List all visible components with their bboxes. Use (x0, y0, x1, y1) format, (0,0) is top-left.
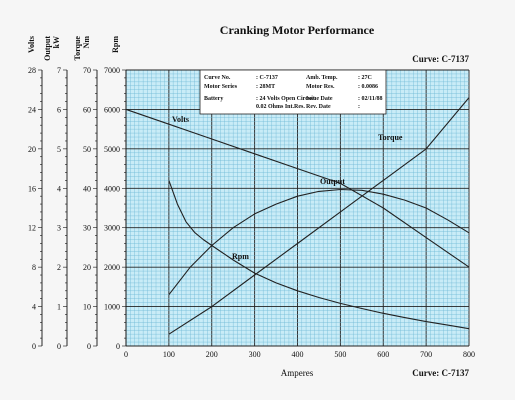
series-line-output (168, 188, 470, 296)
y-tick-label-volts: 12 (28, 224, 36, 233)
y-tick-label-volts: 0 (32, 342, 36, 351)
series-line-rpm (168, 180, 470, 330)
y-tick-label-rpm: 0 (116, 342, 120, 351)
y-tick-label-torque: 10 (83, 303, 91, 312)
y-tick-label-torque: 20 (83, 263, 91, 272)
y-tick-label-rpm: 1000 (104, 303, 120, 312)
y-tick-label-rpm: 6000 (104, 105, 120, 114)
y-tick-label-torque: 40 (83, 184, 91, 193)
y-tick-label-torque: 60 (83, 105, 91, 114)
y-tick-label-output: 0 (57, 342, 61, 351)
series-label-volts: Volts (172, 115, 189, 124)
y-tick-label-output: 2 (57, 263, 61, 272)
y-tick-label-volts: 28 (28, 66, 36, 75)
info-box-cell: : 02/11/88 (358, 96, 383, 102)
x-tick-label: 300 (249, 350, 261, 359)
y-tick-label-torque: 70 (83, 66, 91, 75)
y-tick-label-volts: 16 (28, 184, 36, 193)
info-box-cell: : 0.0086 (358, 84, 378, 90)
y-tick-label-volts: 24 (28, 105, 36, 114)
info-box-cell: Motor Res. (306, 84, 335, 90)
y-tick-label-volts: 8 (32, 263, 36, 272)
series-label-torque: Torque (378, 133, 403, 142)
info-box-cell: Battery (204, 96, 223, 102)
info-box-cell: : 24 Volts Open Circuit (256, 96, 315, 102)
series-line-torque (168, 97, 470, 335)
y-axis-title-rpm: Rpm (111, 36, 120, 53)
info-box-cell: Curve No. (204, 75, 231, 81)
x-tick-label: 400 (292, 350, 304, 359)
chart-title: Cranking Motor Performance (220, 23, 375, 37)
info-box: Curve No. : C-7137 Amb. Temp. : 27C Motor Se… (199, 69, 387, 115)
y-axis-title-output: Output (43, 36, 52, 61)
y-tick-label-output: 5 (57, 145, 61, 154)
series-label-output: Output (320, 177, 345, 186)
info-box-frame (199, 69, 387, 115)
y-tick-label-output: 1 (57, 303, 61, 312)
y-tick-label-output: 4 (57, 184, 61, 193)
x-tick-label: 500 (334, 350, 346, 359)
y-tick-label-rpm: 2000 (104, 263, 120, 272)
series-layer: Volts Torque Output Rpm (125, 97, 470, 335)
y-tick-label-volts: 20 (28, 145, 36, 154)
x-tick-label: 200 (206, 350, 218, 359)
chart-text: Cranking Motor Performance Curve: C-7137… (220, 23, 470, 378)
y-tick-label-volts: 4 (32, 303, 36, 312)
y-axis-title-torque: Torque (73, 36, 82, 61)
y-tick-label-rpm: 3000 (104, 224, 120, 233)
y-tick-label-torque: 50 (83, 145, 91, 154)
info-box-cell: : 28MT (256, 84, 275, 90)
x-tick-label: 100 (163, 350, 175, 359)
x-axis-label: Amperes (281, 368, 314, 378)
x-tick-label: 800 (463, 350, 475, 359)
info-box-cell: : C-7137 (256, 75, 278, 81)
y-axis-title-volts: Volts (27, 36, 36, 53)
x-tick-label: 700 (420, 350, 432, 359)
info-box-cell: Motor Series (204, 84, 238, 90)
info-box-cell: Amb. Temp. (306, 75, 338, 81)
curve-id-bottom: Curve: C-7137 (412, 368, 469, 378)
info-box-cell: Rev. Date (306, 104, 331, 110)
y-tick-label-rpm: 5000 (104, 145, 120, 154)
y-axis-title-torque: Nm (82, 36, 91, 49)
info-box-cell: Issue Date (306, 96, 333, 102)
series-label-rpm: Rpm (232, 252, 249, 261)
y-axes: 0 100 200 300 400 500 600 700 8000481216202428Vo… (27, 36, 475, 359)
y-tick-label-torque: 30 (83, 224, 91, 233)
y-tick-label-rpm: 4000 (104, 184, 120, 193)
y-axis-title-output: kW (52, 36, 61, 48)
x-tick-label: 600 (377, 350, 389, 359)
info-box-cell: : 27C (358, 75, 372, 81)
curve-id-top: Curve: C-7137 (412, 54, 469, 64)
y-tick-label-torque: 0 (87, 342, 91, 351)
info-box-cell: 0.02 Ohms Int.Res. (256, 104, 305, 110)
x-tick-label: 0 (124, 350, 128, 359)
info-box-cell: : (358, 104, 360, 110)
y-tick-label-output: 6 (57, 105, 61, 114)
series-line-volts (125, 108, 470, 268)
y-tick-label-rpm: 7000 (104, 66, 120, 75)
y-tick-label-output: 7 (57, 66, 61, 75)
y-tick-label-output: 3 (57, 224, 61, 233)
